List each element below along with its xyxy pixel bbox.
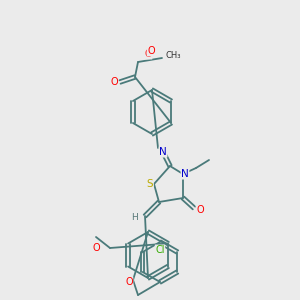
Text: H: H bbox=[131, 212, 138, 221]
Text: O: O bbox=[144, 49, 152, 59]
Text: O: O bbox=[125, 277, 133, 287]
Text: O: O bbox=[92, 243, 100, 253]
Text: Cl: Cl bbox=[155, 245, 165, 255]
Text: O: O bbox=[147, 46, 155, 56]
Text: O: O bbox=[110, 77, 118, 87]
Text: N: N bbox=[181, 169, 189, 179]
Text: S: S bbox=[147, 179, 153, 189]
Text: CH₃: CH₃ bbox=[165, 52, 181, 61]
Text: O: O bbox=[196, 205, 204, 215]
Text: N: N bbox=[159, 147, 167, 157]
